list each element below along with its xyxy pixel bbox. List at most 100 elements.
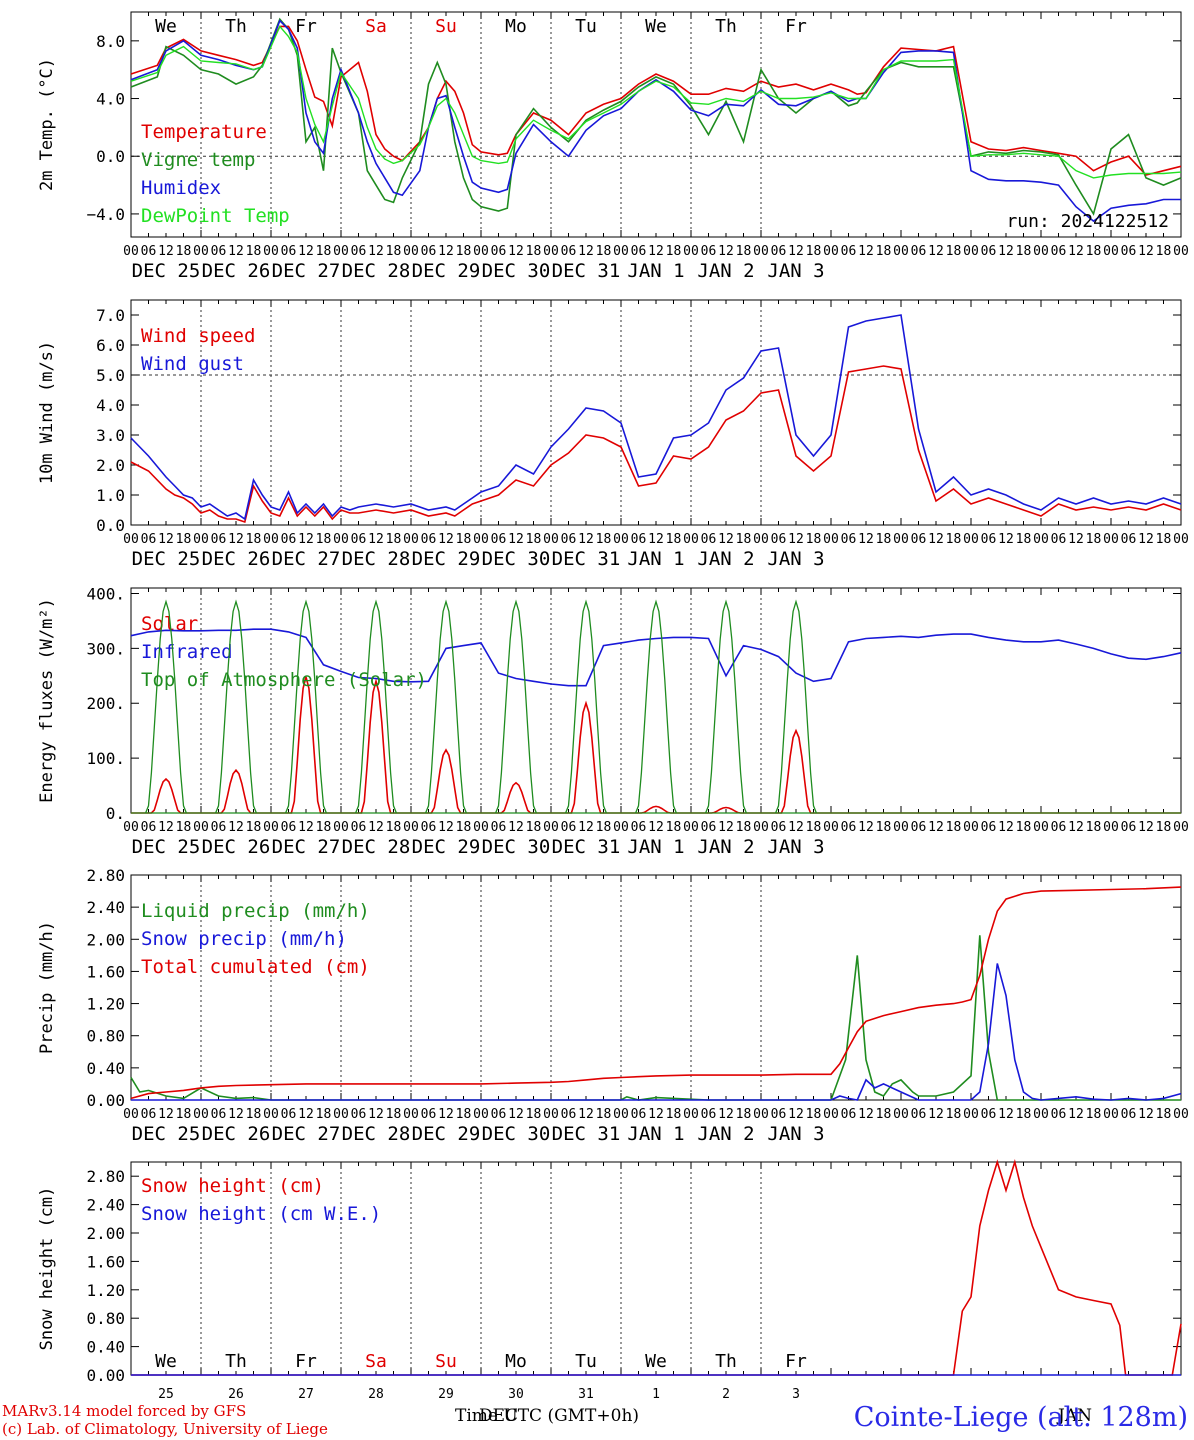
date-label: JAN 3 [767, 836, 824, 858]
hour-tick-label: 06 [281, 820, 297, 835]
weekday-label: Su [435, 16, 457, 37]
hour-tick-label: 00 [1103, 244, 1119, 259]
hour-tick-label: 12 [648, 820, 664, 835]
hour-tick-label: 06 [841, 820, 857, 835]
date-label: DEC 26 [202, 548, 271, 570]
station-name: Cointe-Liege (alt. 128m) [853, 1402, 1188, 1433]
y-tick-label: 0.40 [86, 1059, 125, 1078]
hour-tick-label: 18 [1086, 820, 1102, 835]
hour-tick-label: 18 [246, 532, 262, 547]
hour-tick-label: 00 [123, 532, 139, 547]
hour-tick-label: 00 [753, 244, 769, 259]
series-line-liquid-precip-mm-h- [130, 935, 1181, 1101]
hour-tick-label: 12 [998, 532, 1014, 547]
weekday-label: Mo [505, 1351, 527, 1372]
hour-tick-label: 12 [438, 1107, 454, 1122]
hour-tick-label: 00 [543, 532, 559, 547]
hour-tick-label: 06 [421, 820, 437, 835]
hour-tick-label: 06 [211, 244, 227, 259]
hour-tick-label: 00 [1173, 1107, 1189, 1122]
hour-tick-label: 12 [718, 244, 734, 259]
date-label: JAN 2 [697, 836, 754, 858]
date-label: JAN 2 [697, 548, 754, 570]
hour-tick-label: 06 [631, 1107, 647, 1122]
weekday-label: Fr [295, 1351, 317, 1372]
hour-tick-label: 18 [1086, 244, 1102, 259]
model-credit: MARv3.14 model forced by GFS [2, 1402, 247, 1420]
hour-tick-label: 00 [963, 532, 979, 547]
panel-frame-3 [130, 587, 1182, 814]
hour-tick-label: 06 [701, 820, 717, 835]
hour-tick-label: 00 [543, 820, 559, 835]
weekday-label: Th [715, 16, 737, 37]
y-tick-label: 2.80 [86, 866, 125, 885]
date-label: DEC 31 [552, 836, 621, 858]
hour-tick-label: 18 [1016, 1107, 1032, 1122]
hour-tick-label: 06 [1121, 532, 1137, 547]
hour-tick-label: 06 [981, 820, 997, 835]
hour-tick-label: 12 [1138, 1107, 1154, 1122]
hour-tick-label: 06 [491, 532, 507, 547]
y-tick-label: 4.0 [96, 396, 125, 415]
hour-tick-label: 12 [158, 244, 174, 259]
hour-tick-label: 06 [771, 532, 787, 547]
hour-tick-label: 12 [1068, 820, 1084, 835]
y-tick-label: 1.0 [96, 486, 125, 505]
legend-entry: Temperature [141, 121, 267, 143]
date-label: JAN 2 [697, 260, 754, 282]
hour-tick-label: 18 [1156, 244, 1172, 259]
series-line-snow-height-cm- [131, 1159, 1182, 1376]
hour-tick-label: 18 [526, 1107, 542, 1122]
hour-tick-label: 12 [298, 244, 314, 259]
hour-tick-label: 12 [788, 532, 804, 547]
date-label: DEC 30 [482, 260, 551, 282]
hour-tick-label: 00 [613, 1107, 629, 1122]
weekday-label: Th [225, 16, 247, 37]
hour-tick-label: 18 [246, 1107, 262, 1122]
date-label: DEC 31 [552, 548, 621, 570]
series-line-humidex [130, 19, 1181, 223]
hour-tick-label: 00 [1033, 244, 1049, 259]
hour-tick-label: 00 [1173, 820, 1189, 835]
hour-tick-label: 00 [613, 532, 629, 547]
hour-tick-label: 18 [736, 532, 752, 547]
hour-tick-label: 06 [701, 244, 717, 259]
y-tick-label: 2.00 [86, 1224, 125, 1243]
series-line-solar [131, 676, 1181, 814]
hour-tick-label: 12 [928, 244, 944, 259]
weekday-label: Th [715, 1351, 737, 1372]
hour-tick-label: 18 [316, 532, 332, 547]
y-tick-label: 8.0 [96, 32, 125, 51]
y-tick-label: 0.80 [86, 1027, 125, 1046]
hour-tick-label: 12 [158, 820, 174, 835]
y-axis-label: 10m Wind (m/s) [37, 341, 57, 484]
date-label: DEC 30 [482, 836, 551, 858]
weekday-label: Mo [505, 16, 527, 37]
hour-tick-label: 00 [263, 820, 279, 835]
hour-tick-label: 06 [1121, 1107, 1137, 1122]
hour-tick-label: 12 [1138, 820, 1154, 835]
hour-tick-label: 18 [526, 532, 542, 547]
series-line-total-cumulated-cm- [130, 886, 1182, 1100]
hour-tick-label: 18 [456, 244, 472, 259]
hour-tick-label: 00 [333, 244, 349, 259]
date-label: JAN 1 [627, 1123, 684, 1145]
hour-tick-label: 18 [386, 244, 402, 259]
series-line-vigne-temp [130, 17, 1182, 216]
legend-entry: Total cumulated (cm) [141, 956, 370, 978]
date-label: DEC 27 [272, 260, 341, 282]
hour-tick-label: 12 [788, 244, 804, 259]
y-tick-label: 2.40 [86, 898, 125, 917]
day-number-label: 26 [228, 1387, 244, 1402]
hour-tick-label: 12 [998, 1107, 1014, 1122]
hour-tick-label: 12 [438, 244, 454, 259]
month-label-jan: JAN [1058, 1406, 1092, 1426]
hour-tick-label: 18 [596, 820, 612, 835]
hour-tick-label: 18 [386, 1107, 402, 1122]
hour-tick-label: 06 [701, 1107, 717, 1122]
hour-tick-label: 18 [946, 820, 962, 835]
hour-tick-label: 12 [298, 820, 314, 835]
hour-tick-label: 12 [368, 1107, 384, 1122]
month-label-dec: DEC [479, 1406, 519, 1426]
hour-tick-label: 06 [281, 532, 297, 547]
